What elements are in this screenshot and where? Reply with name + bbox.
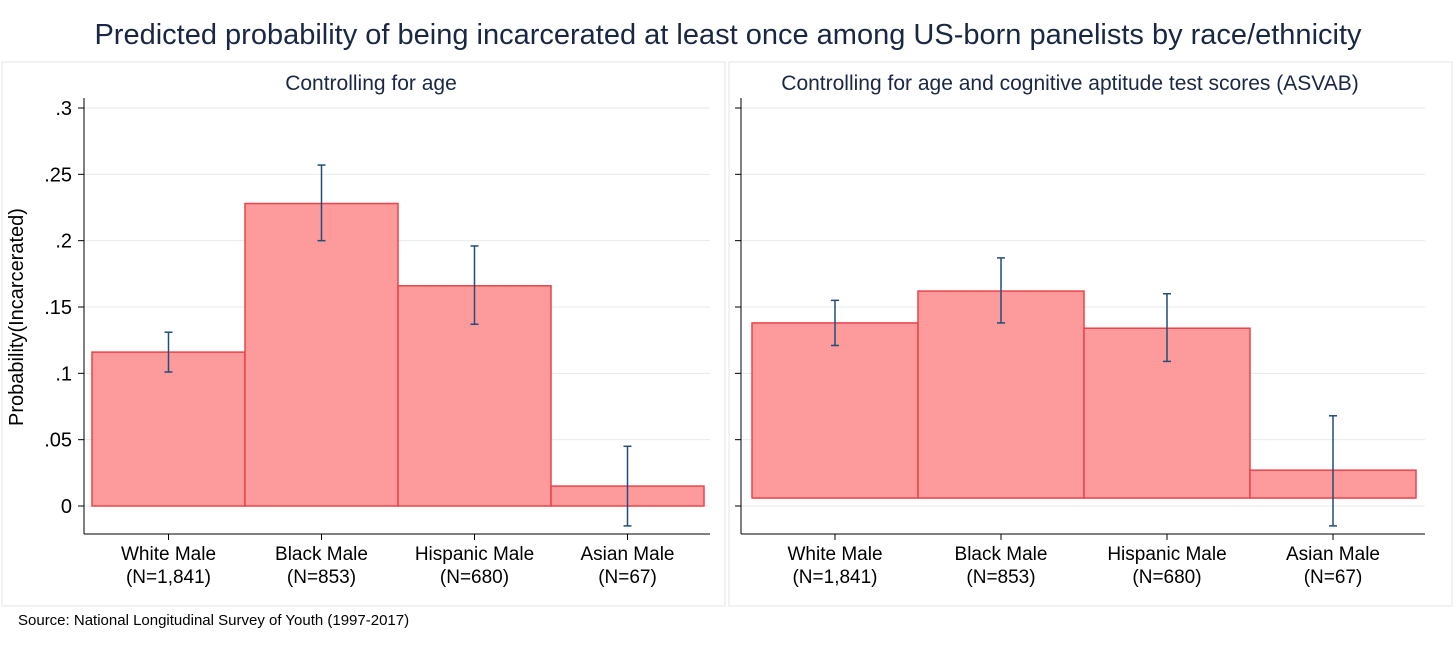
y-tick-label: .1 [55,363,72,385]
bar-black-male [244,202,399,507]
panel-right-frame [728,61,1453,607]
left-error-bars [164,164,632,527]
left-axes [78,98,710,540]
x-tick-label: Black Male [955,544,1048,565]
right-error-bars [831,257,1337,527]
panel-left-frame [1,61,726,607]
left-bars [91,202,705,507]
bar-black-male [917,290,1085,499]
panel-right: Controlling for age and cognitive aptitu… [728,61,1453,607]
chart-title: Predicted probability of being incarcera… [94,19,1362,51]
bar-white-male [91,351,246,507]
y-axis-title: Probability(Incarcerated) [6,208,28,426]
x-tick-label: Asian Male [1286,544,1380,565]
x-tick-label: Black Male [275,544,368,565]
y-tick-label: .2 [55,231,72,253]
x-tick-sample-size: (N=67) [1304,567,1363,588]
y-tick-label: .05 [44,430,72,452]
y-tick-label: 0 [61,496,72,518]
panel-right-title: Controlling for age and cognitive aptitu… [781,72,1358,95]
panel-left-title: Controlling for age [285,72,457,95]
x-tick-sample-size: (N=1,841) [792,567,877,588]
x-tick-label: Hispanic Male [1107,544,1226,565]
right-axes [735,98,1425,540]
x-tick-label: White Male [787,544,882,565]
source-note: Source: National Longitudinal Survey of … [18,612,409,629]
x-tick-label: White Male [121,544,216,565]
x-tick-sample-size: (N=680) [1132,567,1201,588]
y-tick-label: .15 [44,297,72,319]
panel-left: Controlling for age Probability(Incarcer… [1,61,726,607]
x-tick-label: Hispanic Male [415,544,534,565]
x-tick-sample-size: (N=1,841) [126,567,211,588]
left-labels: 0 .05 .1 .15 .2 .25 .3 White Male(N=1,841) Black… [44,98,674,588]
x-tick-label: Asian Male [581,544,675,565]
x-tick-sample-size: (N=853) [287,567,356,588]
y-tick-label: .3 [55,98,72,120]
y-tick-label: .25 [44,164,72,186]
x-tick-sample-size: (N=67) [598,567,657,588]
bar-white-male [751,322,919,499]
right-labels: White Male(N=1,841) Black Male(N=853) Hisp… [787,544,1380,588]
x-tick-sample-size: (N=853) [966,567,1035,588]
x-tick-sample-size: (N=680) [440,567,509,588]
